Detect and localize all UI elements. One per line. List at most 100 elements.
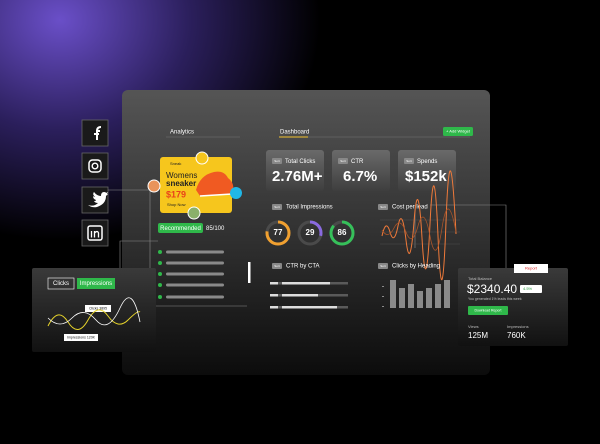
bar xyxy=(390,280,396,308)
instagram-glyph xyxy=(88,159,102,173)
connector xyxy=(119,240,158,268)
stat-value: $152k xyxy=(405,168,447,185)
shoe-image xyxy=(196,171,234,196)
avatar xyxy=(147,179,161,193)
download-button[interactable] xyxy=(468,306,508,315)
linkedin-glyph xyxy=(87,225,103,241)
report-tab-label[interactable]: Report xyxy=(525,266,538,271)
bar xyxy=(399,288,405,308)
sort-label[interactable]: Sort xyxy=(340,159,346,163)
sort-chip xyxy=(272,158,282,164)
product-line2: sneaker xyxy=(166,179,196,188)
checklist xyxy=(158,250,224,299)
cost-line xyxy=(381,208,457,251)
tooltip xyxy=(64,334,98,341)
clicks-tab[interactable] xyxy=(47,277,75,290)
cost-line xyxy=(381,170,457,280)
instagram-lens xyxy=(91,162,99,170)
donut-value: 29 xyxy=(306,228,315,237)
donut-arc xyxy=(329,220,355,246)
donut-value: 86 xyxy=(338,228,347,237)
change-badge xyxy=(520,285,542,293)
add-widget-button[interactable] xyxy=(443,127,473,136)
sort-label[interactable]: Sort xyxy=(406,159,412,163)
avatar xyxy=(195,151,209,165)
bar xyxy=(270,282,278,285)
connectors xyxy=(108,189,507,307)
sort-chip xyxy=(272,204,282,210)
stat-label: Spends xyxy=(417,159,437,165)
list-bar xyxy=(166,250,224,254)
sort-label[interactable]: Sort xyxy=(380,205,386,209)
bar xyxy=(282,294,318,297)
section-title: Total Impressions xyxy=(286,205,333,211)
cta-bars xyxy=(270,282,348,309)
axis-tick xyxy=(382,306,384,307)
clicks-tab-label[interactable]: Clicks xyxy=(53,281,69,287)
bar xyxy=(435,284,441,308)
bar xyxy=(282,306,337,309)
donut-arc xyxy=(265,220,291,246)
add-widget-label[interactable]: + Add Widget xyxy=(446,129,471,134)
linkedin-icon[interactable] xyxy=(81,219,109,247)
shoe-badge xyxy=(230,187,242,199)
product-brand: Sneak xyxy=(170,161,181,166)
bar xyxy=(270,306,278,309)
shop-now[interactable]: Shop Now xyxy=(167,202,186,207)
change-value: 4.5% xyxy=(523,286,533,291)
download-label[interactable]: Download Report xyxy=(474,308,501,312)
balance-amount: $2340.40 xyxy=(467,282,517,296)
linkedin-letters xyxy=(90,230,100,238)
tooltip-label: Impressions 120K xyxy=(67,335,96,339)
recommended-badge xyxy=(158,223,203,233)
metric-value: 125M xyxy=(468,331,488,340)
product-card xyxy=(160,157,232,213)
sort-label[interactable]: Sort xyxy=(380,264,386,268)
report-note: You generated 1% leads this week xyxy=(468,297,522,301)
recommended-label: Recommended xyxy=(160,226,201,232)
axis-tick xyxy=(382,286,384,287)
donut-arc xyxy=(297,220,323,246)
sort-chip xyxy=(378,263,388,269)
twitter-glyph xyxy=(88,192,108,208)
dot xyxy=(158,272,162,276)
dot xyxy=(158,295,162,299)
shoe-sole xyxy=(199,193,233,197)
product-line1: Womens xyxy=(166,171,197,180)
bar xyxy=(270,294,278,297)
sort-label[interactable]: Sort xyxy=(274,205,280,209)
list-bar xyxy=(166,272,224,276)
metric-value: 760K xyxy=(507,331,526,340)
axis-tick xyxy=(382,296,384,297)
sort-chip xyxy=(404,158,414,164)
bar xyxy=(444,280,450,308)
report-tab[interactable] xyxy=(514,264,548,273)
heading-bars xyxy=(382,280,450,308)
stat-label: Total Clicks xyxy=(285,159,315,165)
product-price: $179 xyxy=(166,189,186,199)
dot xyxy=(158,261,162,265)
metric-label: Impressions xyxy=(507,324,529,329)
impressions-tab-label[interactable]: Impressions xyxy=(80,281,112,287)
section-title: CTR by CTA xyxy=(286,264,320,270)
tooltip xyxy=(85,305,111,312)
sort-chip xyxy=(338,158,348,164)
analytics-tab[interactable]: Analytics xyxy=(170,130,194,136)
impressions-tab[interactable] xyxy=(77,278,115,289)
avatar xyxy=(187,206,201,220)
score: 85/100 xyxy=(206,226,225,232)
sort-chip xyxy=(272,263,282,269)
bar xyxy=(426,288,432,308)
connector xyxy=(430,204,507,268)
donut-value: 77 xyxy=(274,228,283,237)
bar xyxy=(282,282,330,285)
sort-label[interactable]: Sort xyxy=(274,159,280,163)
sort-label[interactable]: Sort xyxy=(274,264,280,268)
facebook-glyph xyxy=(94,126,102,140)
connector xyxy=(108,189,247,307)
dashboard-tab[interactable]: Dashboard xyxy=(280,130,309,136)
donuts: 77 29 86 xyxy=(265,220,355,246)
scrollbar xyxy=(248,262,251,283)
instagram-icon[interactable] xyxy=(81,152,109,180)
